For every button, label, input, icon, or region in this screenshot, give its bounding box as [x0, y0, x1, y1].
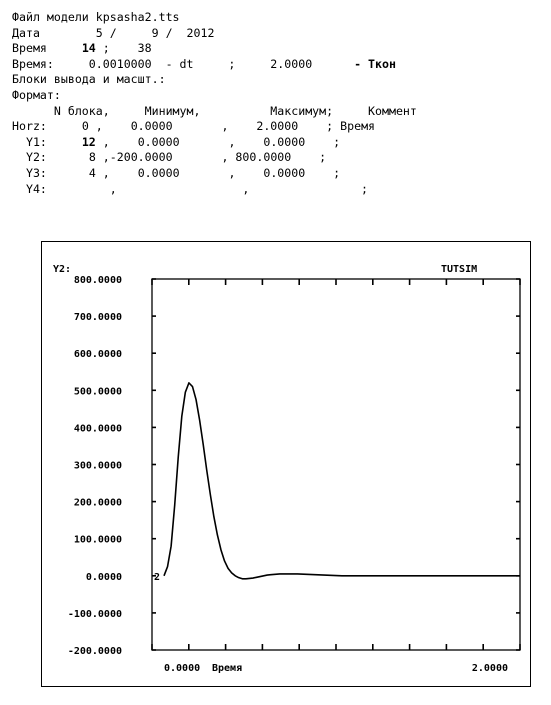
- dt-label: - dt: [165, 56, 194, 71]
- y-tick-label: -200.0000: [68, 646, 122, 657]
- row-min: 0.0000: [137, 165, 180, 180]
- x-tick-label: 0.0000: [164, 663, 200, 674]
- date-label: Дата: [12, 25, 40, 40]
- blocks-label: Блоки вывода и масшт.:: [12, 72, 166, 87]
- col-min-header: Минимум,: [144, 103, 201, 118]
- row-max: 800.0000: [235, 150, 292, 165]
- y-tick-labels: 800.0000 700.0000 600.0000 500.0000 400.0000…: [68, 275, 122, 657]
- time2-label: Время:: [12, 56, 54, 71]
- tkon-value: 2.0000: [270, 56, 313, 71]
- model-file-name: kpsasha2.tts: [95, 10, 180, 24]
- plot-area: [151, 278, 521, 651]
- row-max: 0.0000: [263, 165, 306, 180]
- tkon-label: - Tкон: [354, 56, 396, 71]
- col-block-header: N блока,: [53, 103, 110, 118]
- y-tick-label: 600.0000: [74, 349, 122, 360]
- row-min: 0.0000: [137, 134, 180, 149]
- row-block: 12: [81, 134, 96, 149]
- y-tick-label: 400.0000: [74, 423, 122, 434]
- chart-title: TUTSIM: [441, 264, 477, 275]
- time-label: Время: [12, 41, 47, 56]
- row-block: 0: [81, 119, 89, 134]
- y-tick-label: -100.0000: [68, 609, 122, 620]
- y-tick-label: 700.0000: [74, 312, 122, 323]
- header-block: Файл модели kpsasha2.tts Дата 5 / 9 / 20…: [12, 10, 417, 196]
- time-hour: 14: [81, 41, 96, 56]
- row-label: Y3:: [25, 165, 47, 180]
- row-max: 0.0000: [263, 134, 306, 149]
- y-tick-label: 500.0000: [74, 386, 122, 397]
- time-minute: 38: [137, 41, 152, 56]
- curve-label: 2: [154, 572, 160, 583]
- dt-value: 0.0010000: [88, 56, 152, 71]
- y-tick-label: 800.0000: [74, 275, 122, 286]
- row-min: -200.0000: [109, 150, 173, 165]
- row-label: Y4:: [25, 181, 47, 196]
- plot-frame: Y2: TUTSIM Время 800.0000 700.0000 600.000…: [41, 241, 531, 687]
- tick-marks: [151, 278, 521, 651]
- row-label: Y2:: [25, 150, 47, 165]
- col-max-header: Максимум;: [270, 103, 334, 118]
- row-block: 8: [88, 150, 96, 165]
- x-axis-label: Время: [212, 663, 242, 674]
- x-tick-label: 2.0000: [472, 663, 508, 674]
- row-label: Y1:: [25, 134, 47, 149]
- y-tick-label: 300.0000: [74, 461, 122, 472]
- model-file-label: Файл модели: [12, 10, 89, 24]
- y-tick-label: 100.0000: [74, 535, 122, 546]
- y-tick-label: 0.0000: [86, 572, 122, 583]
- row-min: 0.0000: [130, 119, 173, 134]
- y-axis-label: Y2:: [53, 264, 71, 275]
- row-comment: Время: [340, 119, 376, 134]
- row-label: Horz:: [12, 119, 47, 134]
- line-chart: Y2: TUTSIM Время 800.0000 700.0000 600.000…: [53, 264, 521, 674]
- x-tick-labels: 0.0000 2.0000: [164, 663, 508, 674]
- row-block: 4: [88, 165, 96, 180]
- y-tick-label: 200.0000: [74, 498, 122, 509]
- date-month: 9: [151, 25, 159, 40]
- row-max: 2.0000: [256, 119, 299, 134]
- format-label: Формат:: [12, 87, 61, 102]
- date-year: 2012: [186, 25, 215, 40]
- col-comment-header: Коммент: [368, 103, 417, 118]
- series-line: [163, 382, 520, 580]
- date-day: 5: [95, 25, 103, 40]
